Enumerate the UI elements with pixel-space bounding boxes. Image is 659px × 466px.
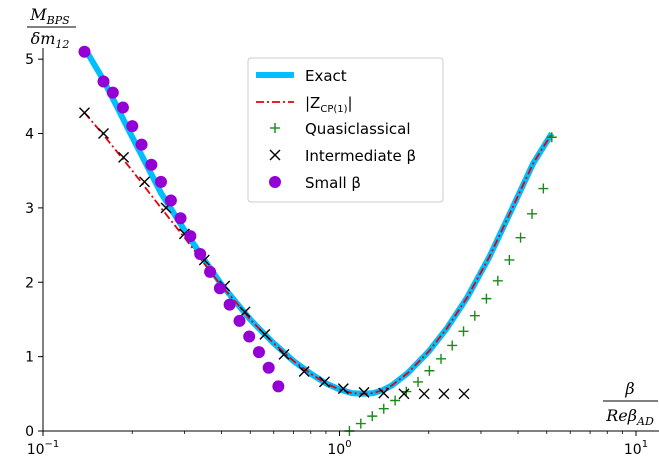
point-inter bbox=[278, 348, 290, 360]
point-inter bbox=[139, 176, 151, 188]
point-quasi bbox=[515, 232, 526, 243]
point-inter bbox=[318, 376, 330, 388]
svg-text:|ZCP(1)|: |ZCP(1)| bbox=[305, 94, 353, 115]
point-quasi bbox=[367, 411, 378, 422]
point-small bbox=[262, 361, 275, 374]
legend-label-exact: Exact bbox=[305, 67, 347, 85]
point-inter bbox=[458, 388, 470, 400]
point-quasi bbox=[390, 395, 401, 406]
point-small bbox=[272, 380, 285, 393]
y-axis-title: MBPS δm12 bbox=[27, 5, 76, 51]
x-axis-title: β ReβAD bbox=[603, 379, 658, 428]
y-tick-label-4: 4 bbox=[25, 127, 34, 143]
point-inter bbox=[378, 387, 390, 399]
point-small bbox=[174, 212, 187, 225]
point-quasi bbox=[469, 310, 480, 321]
point-small bbox=[243, 330, 256, 343]
ylabel-numerator-sub: BPS bbox=[46, 14, 70, 27]
point-quasi bbox=[436, 353, 447, 364]
series-inter bbox=[78, 107, 470, 400]
point-small bbox=[213, 282, 226, 295]
point-quasi bbox=[481, 293, 492, 304]
legend-swatch-quasi bbox=[270, 123, 280, 133]
y-tick-label-1: 1 bbox=[25, 350, 34, 366]
series-layer bbox=[78, 45, 557, 436]
legend-frame bbox=[247, 57, 444, 203]
point-inter bbox=[358, 386, 370, 398]
legend-label-small: Small β bbox=[305, 174, 361, 192]
point-quasi bbox=[504, 254, 515, 265]
legend-label-zcp-suffix: | bbox=[348, 94, 353, 112]
point-small bbox=[97, 75, 110, 88]
point-quasi bbox=[538, 183, 549, 194]
point-small bbox=[126, 120, 139, 133]
point-inter bbox=[418, 388, 430, 400]
point-inter bbox=[98, 128, 110, 140]
point-quasi bbox=[355, 418, 366, 429]
point-small bbox=[106, 86, 119, 99]
point-small bbox=[135, 138, 148, 151]
legend-label-zcp-prefix: |Z bbox=[305, 94, 320, 112]
point-small bbox=[164, 194, 177, 207]
legend-label-zcp-sub: CP(1) bbox=[320, 104, 347, 115]
y-tick-label-3: 3 bbox=[25, 201, 34, 217]
point-inter bbox=[398, 388, 410, 400]
ticks-layer: 0 1 2 3 4 5 10−1 100 101 bbox=[25, 52, 648, 458]
point-quasi bbox=[447, 340, 458, 351]
point-inter bbox=[118, 151, 130, 163]
point-small bbox=[223, 298, 236, 311]
ylabel-denominator-sub: 12 bbox=[55, 38, 69, 51]
x-tick-label-1: 101 bbox=[624, 439, 648, 458]
point-small bbox=[78, 45, 91, 58]
x-tick-label-−1: 10−1 bbox=[27, 439, 60, 458]
xlabel-numerator: β bbox=[624, 379, 634, 398]
point-small bbox=[204, 265, 217, 278]
xlabel-denominator-sub: AD bbox=[636, 415, 654, 428]
point-inter bbox=[438, 388, 450, 400]
point-small bbox=[233, 314, 246, 327]
point-quasi bbox=[458, 326, 469, 337]
point-small bbox=[252, 346, 265, 359]
point-inter bbox=[337, 383, 349, 395]
legend-swatch-inter bbox=[269, 149, 281, 161]
svg-text:ReβAD: ReβAD bbox=[605, 406, 654, 428]
legend-label-quasi: Quasiclassical bbox=[305, 120, 411, 138]
svg-text:δm12: δm12 bbox=[31, 29, 70, 51]
point-quasi bbox=[413, 376, 424, 387]
y-tick-label-5: 5 bbox=[25, 52, 34, 68]
y-tick-label-0: 0 bbox=[25, 424, 34, 440]
point-quasi bbox=[378, 403, 389, 414]
point-quasi bbox=[424, 365, 435, 376]
point-small bbox=[116, 101, 129, 114]
point-inter bbox=[259, 328, 271, 340]
legend-label-inter: Intermediate β bbox=[305, 147, 416, 165]
point-small bbox=[145, 158, 158, 171]
point-inter bbox=[298, 366, 310, 377]
y-tick-label-2: 2 bbox=[25, 275, 34, 291]
series-line-zcp bbox=[83, 112, 553, 395]
ylabel-denominator: δm bbox=[31, 29, 56, 48]
legend-swatch-small bbox=[269, 176, 281, 188]
point-small bbox=[184, 230, 197, 243]
point-quasi bbox=[492, 275, 503, 286]
ylabel-numerator: M bbox=[29, 5, 47, 24]
point-small bbox=[154, 175, 167, 188]
point-quasi bbox=[546, 132, 557, 143]
svg-text:MBPS: MBPS bbox=[29, 5, 70, 27]
x-tick-label-0: 100 bbox=[327, 439, 351, 458]
xlabel-denominator: Reβ bbox=[605, 406, 637, 425]
legend: Exact |ZCP(1)| Quasiclassical Intermedia… bbox=[247, 57, 444, 203]
point-inter bbox=[78, 107, 90, 119]
series-small bbox=[78, 45, 285, 393]
series-zcp bbox=[83, 112, 553, 395]
point-quasi bbox=[527, 208, 538, 219]
point-small bbox=[194, 248, 207, 261]
